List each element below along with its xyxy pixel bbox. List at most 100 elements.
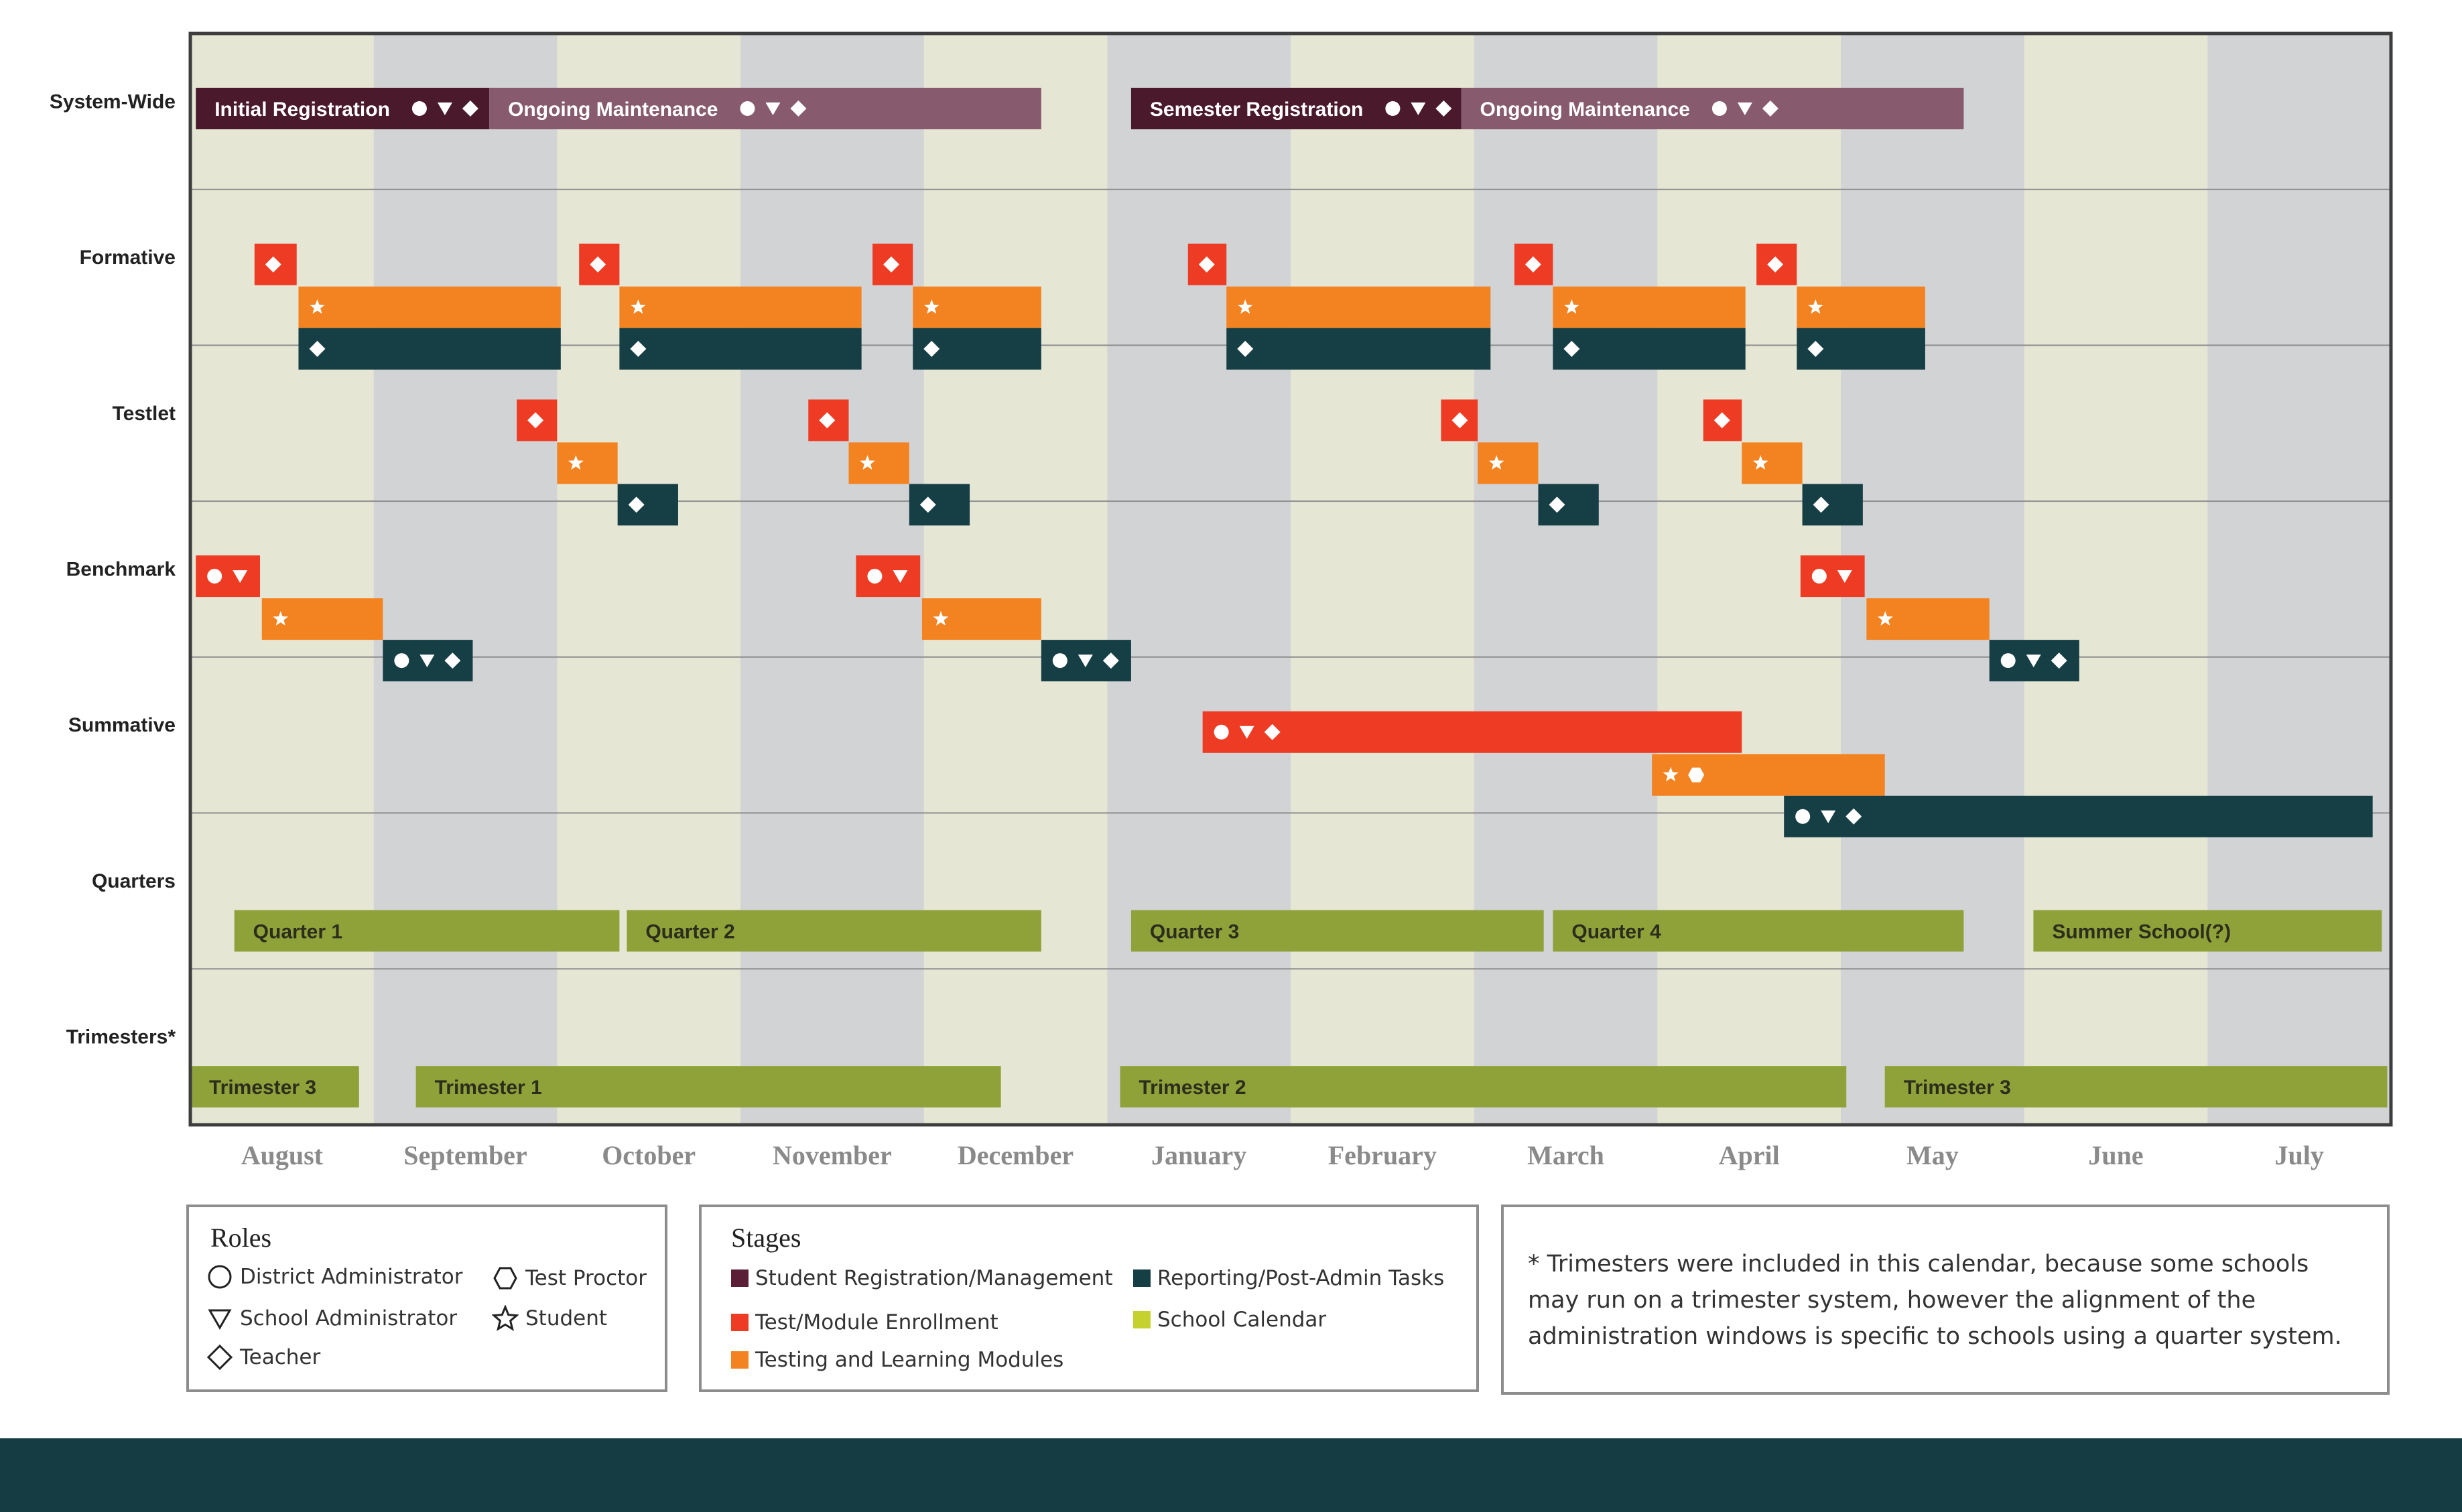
legend-role-school-administrator: School Administrator <box>206 1305 457 1332</box>
legend-stage-label: Student Registration/Management <box>755 1266 1113 1290</box>
bar-label: Trimester 1 <box>435 1077 542 1099</box>
bar-rect <box>1226 286 1491 328</box>
month-bands <box>190 33 2392 1125</box>
bar-label: Ongoing Maintenance <box>1480 98 1690 121</box>
star-icon <box>1564 299 1579 314</box>
diamond-icon <box>1525 256 1541 273</box>
diamond-icon <box>527 412 544 429</box>
hexagon-icon <box>493 1267 517 1290</box>
bar-label: Quarter 2 <box>645 921 734 943</box>
bar-label: Summer School(?) <box>2052 921 2231 943</box>
bar-testlet-25 <box>808 399 849 441</box>
bar-formative-4 <box>254 243 297 285</box>
bar-rect <box>909 484 970 526</box>
trimester-note-box: * Trimesters were included in this calen… <box>1501 1205 2390 1395</box>
triangle-icon <box>893 570 908 583</box>
roles-legend: Roles District Administrator Test Procto… <box>186 1205 667 1392</box>
circle-icon <box>394 653 409 669</box>
row-label-system-wide: System-Wide <box>50 90 176 113</box>
triangle-icon <box>2026 655 2041 668</box>
diamond-icon <box>923 340 940 357</box>
month-label-august: August <box>241 1140 324 1170</box>
bar-formative-15 <box>1226 328 1491 370</box>
legend-stage-label: Test/Module Enrollment <box>755 1310 998 1334</box>
bar-quarters-50: Summer School(?) <box>2033 910 2382 952</box>
bar-quarters-49: Quarter 4 <box>1553 910 1964 952</box>
star-icon <box>310 299 325 314</box>
bar-rect <box>298 286 561 328</box>
bar-testlet-28 <box>1441 399 1478 441</box>
calendar-chart: Initial Registration Ongoing Maintenance S… <box>50 31 2393 1170</box>
diamond-icon <box>206 1344 233 1371</box>
diamond-icon <box>444 652 461 669</box>
circle-icon <box>867 569 883 584</box>
month-band-february <box>1291 33 1475 1125</box>
bar-rect <box>1884 1066 2388 1108</box>
bar-formative-12 <box>913 328 1041 370</box>
diamond-icon <box>819 412 836 429</box>
diamond-icon <box>1762 100 1778 117</box>
diamond-icon <box>309 340 326 357</box>
legend-role-teacher: Teacher <box>206 1344 320 1371</box>
legend-stage-label: School Calendar <box>1157 1308 1327 1332</box>
star-icon <box>1663 766 1679 782</box>
row-label-trimesters: Trimesters* <box>66 1026 176 1048</box>
bar-benchmark-37 <box>856 555 921 598</box>
bar-rect <box>1120 1066 1847 1108</box>
bar-testlet-24 <box>617 484 678 526</box>
month-band-june <box>2024 33 2208 1125</box>
circle-icon <box>1385 101 1401 116</box>
bar-testlet-26 <box>848 442 909 484</box>
bar-rect <box>1538 484 1599 526</box>
bar-label: Quarter 4 <box>1571 921 1661 943</box>
stage-swatch <box>731 1269 749 1287</box>
legend-stage-enrollment: Test/Module Enrollment <box>731 1310 998 1334</box>
bar-benchmark-38 <box>921 598 1041 640</box>
star-icon <box>1237 299 1253 314</box>
diamond-icon <box>1845 808 1862 825</box>
triangle-icon <box>765 102 781 115</box>
stage-swatch <box>1133 1269 1151 1287</box>
star-icon <box>860 455 875 470</box>
month-axis-labels: August September October November December Ja… <box>241 1140 2324 1170</box>
bar-trimesters-53: Trimester 2 <box>1120 1066 1847 1108</box>
row-label-quarters: Quarters <box>92 870 176 892</box>
month-band-july <box>2207 33 2392 1125</box>
star-icon <box>923 299 940 314</box>
bar-testlet-23 <box>557 442 618 484</box>
bar-rect <box>848 442 909 484</box>
diamond-icon <box>1451 412 1468 429</box>
bar-rect <box>1802 484 1863 526</box>
bar-rect <box>190 1066 359 1108</box>
diamond-icon <box>1563 340 1580 357</box>
triangle-icon <box>1737 102 1752 115</box>
star-icon <box>1807 299 1823 314</box>
bar-benchmark-35 <box>261 598 383 640</box>
legend-role-test-proctor: Test Proctor <box>492 1265 647 1292</box>
month-band-september <box>373 33 558 1125</box>
diamond-icon <box>1807 340 1824 357</box>
bar-rect <box>1553 286 1746 328</box>
star-icon <box>273 611 289 626</box>
stage-swatch <box>731 1351 749 1369</box>
bar-benchmark-40 <box>1800 555 1865 598</box>
bar-summative-43 <box>1202 711 1742 753</box>
bar-formative-14 <box>1226 286 1491 328</box>
bar-benchmark-34 <box>196 555 260 598</box>
bar-rect <box>234 910 620 952</box>
month-label-july: July <box>2275 1140 2324 1170</box>
diamond-icon <box>628 496 645 513</box>
bar-rect <box>619 328 862 370</box>
bar-label: Trimester 3 <box>209 1077 316 1099</box>
bar-formative-9 <box>619 328 862 370</box>
bar-testlet-32 <box>1742 442 1803 484</box>
month-label-april: April <box>1719 1140 1780 1170</box>
circle-icon <box>740 101 755 116</box>
bar-label: Trimester 3 <box>1904 1077 2011 1099</box>
triangle-icon <box>233 570 248 583</box>
stage-swatch <box>731 1314 749 1331</box>
diamond-icon <box>1767 256 1784 273</box>
bar-system-wide-0: Initial Registration <box>196 88 490 129</box>
row-label-summative: Summative <box>68 714 176 736</box>
circle-icon <box>1795 809 1811 824</box>
